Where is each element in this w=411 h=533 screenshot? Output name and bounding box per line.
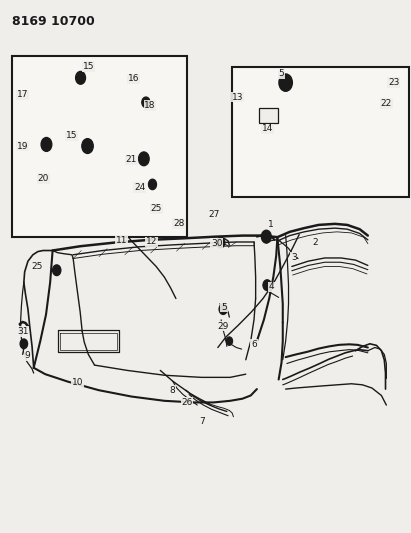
Text: 30: 30 [211,239,222,248]
Text: 15: 15 [83,62,94,71]
Text: 16: 16 [128,75,139,83]
Circle shape [148,179,157,190]
Text: 24: 24 [134,183,145,192]
Text: 2: 2 [313,238,319,247]
Circle shape [44,141,49,148]
Text: 6: 6 [251,340,257,349]
Circle shape [279,74,292,91]
Circle shape [76,71,85,84]
Circle shape [217,237,225,248]
Circle shape [261,230,271,243]
Circle shape [41,138,52,151]
Text: 26: 26 [181,398,193,407]
Text: 13: 13 [232,93,243,101]
Circle shape [219,304,227,314]
Text: 19: 19 [17,142,28,150]
Text: 21: 21 [126,156,137,164]
Text: 25: 25 [150,205,162,213]
Text: 20: 20 [37,174,49,183]
Circle shape [82,139,93,154]
Circle shape [20,339,28,349]
Bar [12,56,187,237]
Text: 11: 11 [115,237,127,245]
Circle shape [283,79,289,86]
Circle shape [53,265,61,276]
Text: 18: 18 [144,101,156,110]
Text: 5: 5 [221,303,227,311]
Text: 1: 1 [268,221,274,229]
Text: 17: 17 [17,91,28,99]
Text: 8169 10700: 8169 10700 [12,15,95,28]
Text: 31: 31 [17,327,28,336]
Bar [259,108,278,123]
Text: 27: 27 [208,211,219,219]
Circle shape [85,143,90,149]
Bar [232,67,409,197]
Text: 28: 28 [173,219,185,228]
Text: 15: 15 [66,132,78,140]
Text: 14: 14 [261,125,273,133]
Text: 4: 4 [268,282,274,291]
Text: 12: 12 [145,238,157,246]
Text: 29: 29 [217,322,229,330]
Circle shape [263,280,271,290]
Text: 22: 22 [381,99,392,108]
Text: 9: 9 [25,351,30,360]
Text: 25: 25 [31,262,43,271]
Text: 3: 3 [291,253,297,262]
Text: 8: 8 [170,386,175,394]
Text: 7: 7 [199,417,205,425]
Text: 23: 23 [388,78,399,87]
Circle shape [226,337,233,345]
Text: 5: 5 [279,69,284,78]
Circle shape [139,152,149,166]
Circle shape [142,156,146,161]
Text: 10: 10 [72,378,83,386]
Circle shape [142,97,150,108]
